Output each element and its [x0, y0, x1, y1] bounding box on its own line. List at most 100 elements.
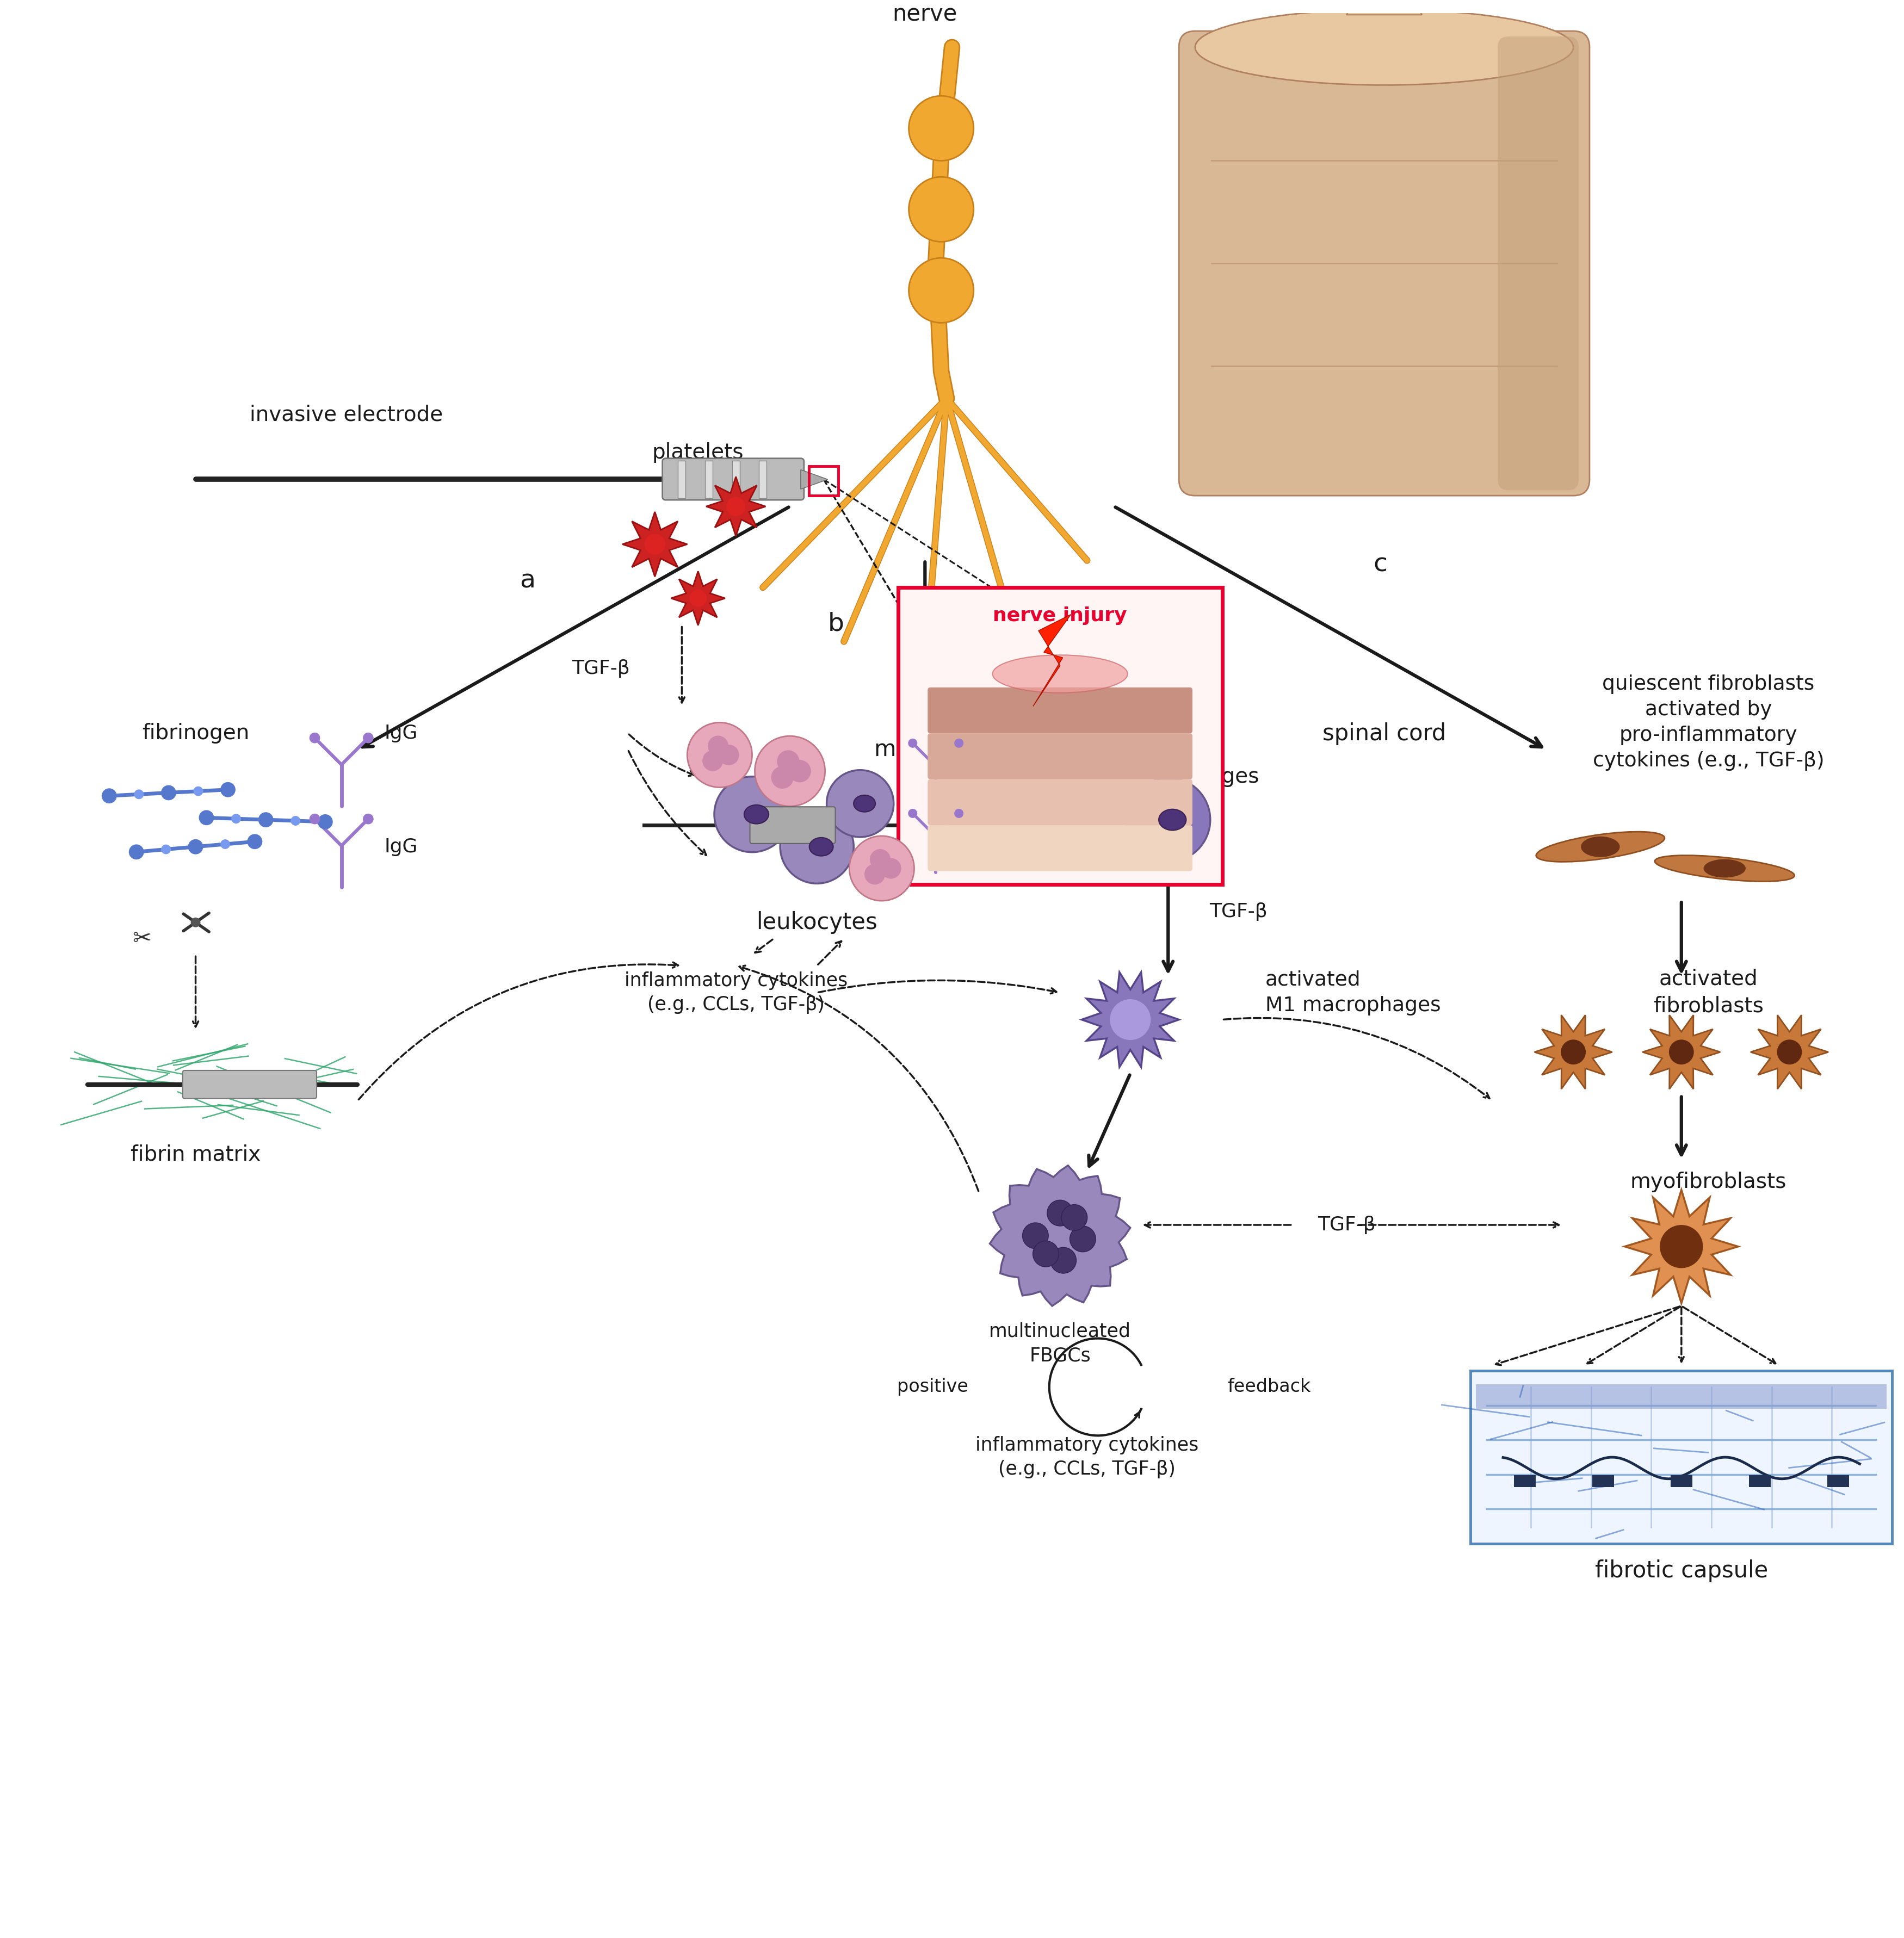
Polygon shape: [706, 477, 765, 537]
Circle shape: [1061, 1205, 1087, 1231]
Circle shape: [364, 814, 373, 824]
FancyBboxPatch shape: [663, 459, 803, 500]
FancyBboxPatch shape: [183, 1070, 316, 1099]
Bar: [899, 587, 1222, 884]
Text: myofibroblasts: myofibroblasts: [1630, 1171, 1786, 1192]
Text: TGF-β: TGF-β: [1318, 1215, 1375, 1235]
Ellipse shape: [1704, 859, 1746, 878]
Circle shape: [1047, 1200, 1074, 1227]
Ellipse shape: [744, 804, 769, 824]
Text: monocytes: monocytes: [874, 738, 998, 762]
Polygon shape: [1034, 614, 1070, 705]
Ellipse shape: [1160, 810, 1186, 829]
Text: IgG: IgG: [385, 837, 417, 857]
Circle shape: [908, 808, 918, 818]
Circle shape: [1670, 1039, 1695, 1064]
Circle shape: [870, 849, 891, 870]
Circle shape: [248, 833, 263, 849]
Polygon shape: [670, 572, 725, 626]
Circle shape: [1125, 777, 1211, 862]
Circle shape: [954, 808, 963, 818]
Text: fibrinogen: fibrinogen: [143, 723, 249, 744]
Circle shape: [221, 783, 236, 797]
Text: positive: positive: [897, 1378, 969, 1395]
Circle shape: [864, 864, 885, 884]
Circle shape: [1776, 1039, 1801, 1064]
Bar: [1476, 1384, 1887, 1409]
Circle shape: [1070, 1227, 1095, 1252]
Text: c: c: [1373, 552, 1388, 578]
FancyBboxPatch shape: [1179, 31, 1590, 496]
Text: M1 macrophages: M1 macrophages: [1078, 766, 1259, 787]
Polygon shape: [990, 1165, 1131, 1306]
Circle shape: [230, 814, 242, 824]
Circle shape: [714, 777, 790, 853]
Ellipse shape: [1580, 837, 1620, 857]
Circle shape: [771, 766, 794, 789]
Ellipse shape: [853, 795, 876, 812]
Circle shape: [687, 723, 752, 787]
Bar: [678, 461, 685, 498]
Circle shape: [781, 810, 853, 884]
Polygon shape: [1081, 973, 1179, 1068]
Bar: [1592, 1475, 1615, 1486]
Circle shape: [308, 733, 320, 744]
FancyBboxPatch shape: [927, 688, 1192, 733]
Circle shape: [908, 738, 918, 748]
Text: activated
M1 macrophages: activated M1 macrophages: [1266, 971, 1441, 1016]
Bar: [704, 461, 712, 498]
Text: a: a: [520, 568, 535, 593]
Text: inflammatory cytokines
(e.g., CCLs, TGF-β): inflammatory cytokines (e.g., CCLs, TGF-…: [975, 1436, 1200, 1479]
Circle shape: [1051, 1248, 1076, 1273]
Circle shape: [1110, 1000, 1150, 1041]
Circle shape: [1660, 1225, 1702, 1267]
Circle shape: [364, 733, 373, 744]
Circle shape: [291, 816, 301, 826]
Text: nerve injury: nerve injury: [994, 607, 1127, 624]
Polygon shape: [802, 469, 828, 488]
FancyBboxPatch shape: [927, 733, 1192, 779]
Text: leukocytes: leukocytes: [756, 911, 878, 934]
Circle shape: [1022, 1223, 1049, 1248]
Circle shape: [708, 736, 729, 756]
Ellipse shape: [809, 837, 834, 857]
Polygon shape: [1643, 1016, 1721, 1089]
Circle shape: [826, 769, 893, 837]
Circle shape: [162, 785, 177, 800]
Circle shape: [849, 835, 914, 901]
Circle shape: [725, 496, 744, 516]
Polygon shape: [1750, 1016, 1828, 1089]
Text: IgG: IgG: [385, 725, 417, 742]
Circle shape: [689, 589, 706, 607]
FancyBboxPatch shape: [1498, 37, 1578, 490]
Polygon shape: [1346, 0, 1422, 16]
Text: b: b: [828, 612, 843, 636]
Circle shape: [308, 814, 320, 824]
Circle shape: [908, 258, 973, 324]
Circle shape: [259, 812, 274, 828]
Circle shape: [718, 744, 739, 766]
Text: spinal cord: spinal cord: [1323, 723, 1445, 746]
Circle shape: [754, 736, 824, 806]
Ellipse shape: [992, 655, 1127, 692]
Circle shape: [908, 95, 973, 161]
Text: ✂: ✂: [131, 926, 150, 950]
Bar: [1828, 1475, 1849, 1486]
Circle shape: [162, 845, 171, 855]
Polygon shape: [1624, 1190, 1738, 1302]
Circle shape: [908, 176, 973, 242]
Text: feedback: feedback: [1228, 1378, 1312, 1395]
Bar: [809, 465, 838, 496]
Circle shape: [644, 533, 664, 554]
Ellipse shape: [1196, 10, 1573, 85]
Circle shape: [190, 917, 200, 926]
Text: fibrotic capsule: fibrotic capsule: [1596, 1560, 1769, 1581]
Text: fibrin matrix: fibrin matrix: [131, 1143, 261, 1165]
Circle shape: [188, 839, 204, 855]
FancyBboxPatch shape: [927, 826, 1192, 870]
Circle shape: [880, 859, 901, 878]
Ellipse shape: [1537, 831, 1664, 862]
Text: inflammatory cytokines
(e.g., CCLs, TGF-β): inflammatory cytokines (e.g., CCLs, TGF-…: [625, 971, 847, 1014]
Bar: [760, 461, 767, 498]
Ellipse shape: [1655, 855, 1794, 882]
